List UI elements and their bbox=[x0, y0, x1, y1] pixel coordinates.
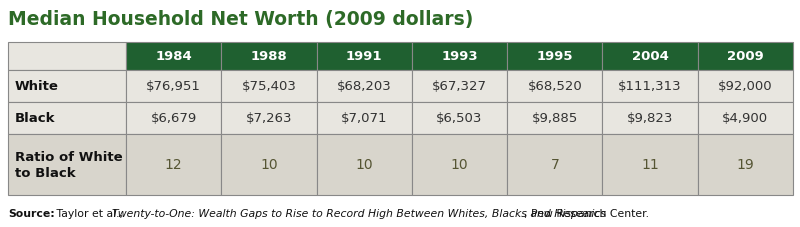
Text: Ratio of White
to Black: Ratio of White to Black bbox=[15, 150, 122, 179]
Text: $7,263: $7,263 bbox=[246, 112, 292, 125]
Bar bbox=[412, 134, 507, 195]
Text: $9,823: $9,823 bbox=[627, 112, 674, 125]
Bar bbox=[602, 43, 698, 71]
Text: 1993: 1993 bbox=[441, 50, 478, 63]
Bar bbox=[602, 71, 698, 103]
Text: Taylor et al.,: Taylor et al., bbox=[53, 208, 126, 218]
Bar bbox=[412, 103, 507, 134]
Bar bbox=[8, 103, 126, 134]
Text: $67,327: $67,327 bbox=[432, 80, 487, 93]
Bar bbox=[8, 43, 126, 71]
Text: 1984: 1984 bbox=[155, 50, 192, 63]
Bar bbox=[222, 134, 317, 195]
Text: 2004: 2004 bbox=[632, 50, 669, 63]
Text: 12: 12 bbox=[165, 158, 182, 172]
Text: 1991: 1991 bbox=[346, 50, 382, 63]
Text: $75,403: $75,403 bbox=[242, 80, 296, 93]
Text: 10: 10 bbox=[260, 158, 278, 172]
Text: Black: Black bbox=[15, 112, 55, 125]
Bar bbox=[412, 71, 507, 103]
Bar bbox=[126, 134, 222, 195]
Bar bbox=[698, 43, 793, 71]
Bar bbox=[698, 103, 793, 134]
Bar bbox=[222, 103, 317, 134]
Bar bbox=[126, 71, 222, 103]
Text: 19: 19 bbox=[737, 158, 754, 172]
Bar bbox=[507, 43, 602, 71]
Bar bbox=[317, 71, 412, 103]
Bar bbox=[222, 43, 317, 71]
Text: $9,885: $9,885 bbox=[532, 112, 578, 125]
Text: 10: 10 bbox=[355, 158, 373, 172]
Text: Median Household Net Worth (2009 dollars): Median Household Net Worth (2009 dollars… bbox=[8, 10, 474, 29]
Bar bbox=[602, 103, 698, 134]
Text: $68,520: $68,520 bbox=[527, 80, 582, 93]
Bar bbox=[602, 134, 698, 195]
Bar bbox=[8, 134, 126, 195]
Bar bbox=[507, 71, 602, 103]
Bar bbox=[507, 134, 602, 195]
Bar bbox=[317, 134, 412, 195]
Text: $111,313: $111,313 bbox=[618, 80, 682, 93]
Bar bbox=[412, 43, 507, 71]
Bar bbox=[698, 71, 793, 103]
Text: $76,951: $76,951 bbox=[146, 80, 201, 93]
Text: $92,000: $92,000 bbox=[718, 80, 773, 93]
Text: $6,679: $6,679 bbox=[150, 112, 197, 125]
Text: Source:: Source: bbox=[8, 208, 54, 218]
Text: $7,071: $7,071 bbox=[341, 112, 387, 125]
Bar bbox=[317, 103, 412, 134]
Text: $4,900: $4,900 bbox=[722, 112, 769, 125]
Bar bbox=[317, 43, 412, 71]
Text: White: White bbox=[15, 80, 59, 93]
Bar bbox=[126, 103, 222, 134]
Text: 1995: 1995 bbox=[537, 50, 573, 63]
Bar bbox=[126, 43, 222, 71]
Text: $68,203: $68,203 bbox=[337, 80, 391, 93]
Text: $6,503: $6,503 bbox=[436, 112, 482, 125]
Text: 1988: 1988 bbox=[250, 50, 287, 63]
Text: 2009: 2009 bbox=[727, 50, 764, 63]
Text: , Pew Research Center.: , Pew Research Center. bbox=[524, 208, 649, 218]
Bar bbox=[698, 134, 793, 195]
Bar bbox=[507, 103, 602, 134]
Text: Twenty-to-One: Wealth Gaps to Rise to Record High Between Whites, Blacks and His: Twenty-to-One: Wealth Gaps to Rise to Re… bbox=[112, 208, 606, 218]
Text: 7: 7 bbox=[550, 158, 559, 172]
Bar bbox=[222, 71, 317, 103]
Text: 11: 11 bbox=[641, 158, 659, 172]
Text: 10: 10 bbox=[450, 158, 468, 172]
Bar bbox=[8, 71, 126, 103]
